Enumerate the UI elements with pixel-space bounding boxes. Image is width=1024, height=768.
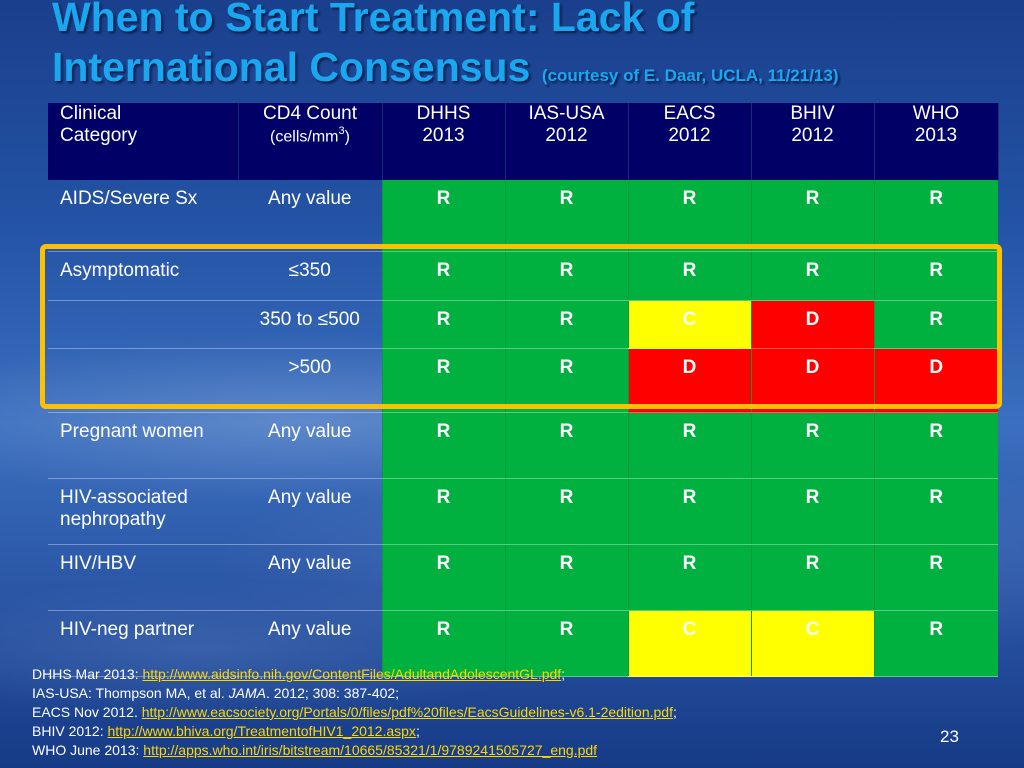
table-row: Pregnant women Any value R R R R R (48, 412, 998, 479)
row-cd4: >500 (238, 348, 382, 413)
recommendation-cell: R (750, 412, 874, 479)
recommendation-cell: R (504, 348, 628, 413)
recommendation-cell: D (750, 348, 874, 413)
recommendation-cell: R (627, 180, 751, 252)
recommendation-cell: R (873, 478, 998, 545)
title-line-2: International Consensus (courtesy of E. … (52, 42, 1012, 101)
recommendation-cell: R (873, 180, 998, 252)
row-cd4: Any value (238, 180, 382, 252)
table-row: 350 to ≤500 R R C D R (48, 300, 998, 349)
recommendation-cell: R (504, 300, 628, 349)
header-ias-usa: IAS-USA 2012 (505, 103, 629, 180)
recommendation-cell: R (381, 412, 505, 479)
recommendation-cell: R (504, 251, 628, 301)
recommendation-cell: R (873, 544, 998, 611)
table-row: >500 R R D D D (48, 348, 998, 413)
recommendation-cell: C (627, 300, 751, 349)
recommendation-cell: R (873, 251, 998, 301)
reference-ias-usa: IAS-USA: Thompson MA, et al. JAMA. 2012;… (32, 685, 400, 701)
header-clinical-category: Clinical Category (48, 103, 239, 180)
title-courtesy: (courtesy of E. Daar, UCLA, 11/21/13) (541, 66, 839, 85)
header-bhiv: BHIV 2012 (751, 103, 875, 180)
recommendation-cell: R (381, 610, 505, 677)
page-number: 23 (940, 727, 959, 746)
recommendation-cell: R (381, 300, 505, 349)
recommendation-cell: R (873, 412, 998, 479)
reference-eacs: EACS Nov 2012. http://www.eacsociety.org… (32, 704, 677, 720)
recommendation-cell: R (381, 251, 505, 301)
recommendation-cell: R (504, 610, 628, 677)
link-dhhs[interactable]: http://www.aidsinfo.nih.gov/ContentFiles… (142, 666, 562, 682)
table-row: AIDS/Severe Sx Any value R R R R R (48, 180, 998, 252)
header-cd4-label: CD4 Count (263, 103, 357, 124)
recommendation-cell: D (873, 348, 998, 413)
references: DHHS Mar 2013: http://www.aidsinfo.nih.g… (32, 665, 992, 760)
link-bhiv[interactable]: http://www.bhiva.org/TreatmentofHIV1_201… (107, 723, 416, 739)
title-line-2-text: International Consensus (52, 44, 531, 90)
recommendation-cell: R (381, 478, 505, 545)
recommendation-cell: R (750, 180, 874, 252)
table-row: Asymptomatic ≤350 R R R R R (48, 251, 998, 301)
recommendation-cell: R (627, 412, 751, 479)
treatment-table: Clinical Category CD4 Count (cells/mm3) … (48, 103, 999, 677)
header-row: Clinical Category CD4 Count (cells/mm3) … (48, 103, 999, 180)
header-cd4-count: CD4 Count (cells/mm3) (238, 103, 383, 180)
recommendation-cell: R (750, 544, 874, 611)
header-category-line1: Clinical (60, 103, 122, 124)
header-eacs: EACS 2012 (628, 103, 752, 180)
recommendation-cell: R (504, 544, 628, 611)
table-row: HIV-neg partner Any value R R C C R (48, 610, 998, 677)
table-row: HIV-associated nephropathy Any value R R R R R (48, 478, 998, 545)
link-who[interactable]: http://apps.who.int/iris/bitstream/10665… (143, 742, 598, 758)
recommendation-cell: R (504, 180, 628, 252)
asymptomatic-highlight-box (40, 244, 1002, 409)
recommendation-cell: R (381, 180, 505, 252)
recommendation-cell: D (627, 348, 751, 413)
recommendation-cell: R (627, 544, 751, 611)
recommendation-cell: R (873, 610, 998, 677)
row-category (48, 348, 238, 413)
recommendation-cell: R (504, 478, 628, 545)
recommendation-cell: R (750, 251, 874, 301)
recommendation-cell: R (750, 478, 874, 545)
row-category: HIV-neg partner (48, 610, 238, 677)
header-dhhs: DHHS 2013 (382, 103, 506, 180)
recommendation-cell: R (504, 412, 628, 479)
row-cd4: Any value (238, 412, 382, 479)
row-category: HIV/HBV (48, 544, 238, 611)
recommendation-cell: D (750, 300, 874, 349)
recommendation-cell: C (750, 610, 874, 677)
reference-bhiv: BHIV 2012: http://www.bhiva.org/Treatmen… (32, 723, 420, 739)
row-category (48, 300, 238, 349)
header-who: WHO 2013 (874, 103, 999, 180)
reference-dhhs: DHHS Mar 2013: http://www.aidsinfo.nih.g… (32, 666, 566, 682)
row-cd4: Any value (238, 478, 382, 545)
reference-who: WHO June 2013: http://apps.who.int/iris/… (32, 742, 598, 758)
row-category: HIV-associated nephropathy (48, 478, 238, 545)
header-category-line2: Category (60, 125, 138, 146)
recommendation-cell: R (627, 478, 751, 545)
recommendation-cell: C (627, 610, 751, 677)
header-cd4-unit: (cells/mm3) (270, 125, 350, 146)
recommendation-cell: R (627, 251, 751, 301)
recommendation-cell: R (381, 544, 505, 611)
recommendation-cell: R (873, 300, 998, 349)
slide-title: When to Start Treatment: Lack of Interna… (52, 0, 1012, 101)
row-cd4: Any value (238, 544, 382, 611)
row-cd4: ≤350 (238, 251, 382, 301)
row-category: Asymptomatic (48, 251, 238, 301)
recommendation-cell: R (381, 348, 505, 413)
table-row: HIV/HBV Any value R R R R R (48, 544, 998, 611)
link-eacs[interactable]: http://www.eacsociety.org/Portals/0/file… (141, 704, 673, 720)
title-line-1: When to Start Treatment: Lack of (52, 0, 695, 40)
row-category: AIDS/Severe Sx (48, 180, 238, 252)
row-cd4: 350 to ≤500 (238, 300, 382, 349)
row-cd4: Any value (238, 610, 382, 677)
row-category: Pregnant women (48, 412, 238, 479)
